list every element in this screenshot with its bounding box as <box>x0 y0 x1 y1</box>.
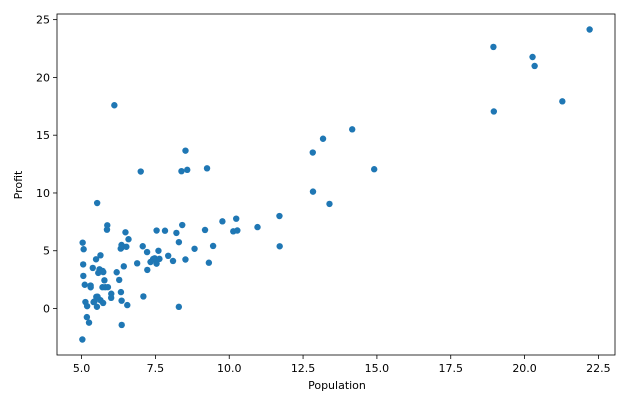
point <box>178 167 185 175</box>
x-tick-label: 10.0 <box>217 362 242 375</box>
point <box>309 149 316 156</box>
point <box>101 277 108 284</box>
point <box>233 215 240 222</box>
point <box>93 199 101 207</box>
y-axis-label: Profit <box>12 170 25 199</box>
point <box>85 319 93 326</box>
point <box>309 188 317 195</box>
point <box>156 255 163 263</box>
point <box>276 243 283 250</box>
point <box>490 108 498 115</box>
point <box>99 299 107 307</box>
point <box>133 260 141 267</box>
point <box>139 243 146 250</box>
x-tick-label: 20.0 <box>512 362 537 375</box>
point <box>203 165 211 172</box>
point <box>234 227 241 234</box>
point <box>111 102 118 109</box>
point <box>209 242 217 250</box>
point <box>276 212 283 220</box>
point <box>201 226 209 234</box>
point <box>155 247 162 254</box>
y-tick-label: 10 <box>36 187 50 200</box>
point <box>175 303 183 311</box>
point <box>175 238 183 246</box>
point <box>104 222 111 229</box>
x-tick-label: 5.0 <box>73 362 91 375</box>
point <box>184 166 191 174</box>
x-tick-label: 22.5 <box>586 362 611 375</box>
point <box>83 302 91 310</box>
point <box>165 252 172 260</box>
x-tick-label: 7.5 <box>147 362 165 375</box>
y-tick-label: 0 <box>43 303 50 316</box>
point <box>205 259 213 266</box>
point <box>116 276 123 284</box>
point <box>107 294 115 302</box>
point <box>161 227 169 234</box>
point <box>531 62 538 70</box>
point <box>173 229 180 237</box>
point <box>349 126 356 133</box>
x-tick-label: 15.0 <box>365 362 390 375</box>
point <box>81 281 88 288</box>
point <box>529 53 536 61</box>
point <box>169 257 177 265</box>
y-tick-label: 25 <box>36 14 50 27</box>
point <box>147 258 154 266</box>
point <box>96 266 103 273</box>
point <box>79 336 86 343</box>
point <box>254 223 261 231</box>
point <box>89 264 96 272</box>
x-axis-label: Population <box>308 379 366 392</box>
point <box>182 147 189 154</box>
x-tick-label: 17.5 <box>438 362 463 375</box>
point <box>219 218 226 225</box>
point <box>559 98 566 105</box>
point <box>118 297 125 304</box>
axes-frame <box>56 13 616 356</box>
point <box>137 168 144 175</box>
point <box>191 245 198 252</box>
point <box>99 284 106 291</box>
point <box>122 229 129 236</box>
point <box>490 43 497 51</box>
point <box>586 26 593 33</box>
point <box>144 266 151 274</box>
point <box>123 243 130 250</box>
point <box>91 298 98 305</box>
point <box>97 252 104 259</box>
y-tick-label: 20 <box>36 71 50 84</box>
point <box>80 246 87 253</box>
point <box>92 256 100 263</box>
point <box>117 288 125 296</box>
y-tick-label: 15 <box>36 129 50 142</box>
y-tick-label: 5 <box>43 245 50 258</box>
point <box>125 236 132 243</box>
point <box>113 269 120 276</box>
point <box>143 248 151 256</box>
point <box>153 227 160 234</box>
point <box>118 321 125 329</box>
point <box>326 200 333 208</box>
x-tick-label: 12.5 <box>291 362 316 375</box>
point <box>118 241 125 249</box>
point <box>370 166 378 173</box>
point <box>93 303 101 310</box>
point <box>179 221 186 229</box>
point <box>120 263 127 270</box>
point <box>79 261 87 268</box>
point <box>83 313 91 321</box>
point <box>124 301 131 309</box>
point <box>153 260 160 267</box>
point <box>79 239 86 246</box>
point <box>80 272 87 280</box>
point <box>182 256 189 263</box>
point <box>140 293 147 300</box>
point <box>87 282 94 289</box>
point <box>319 135 327 142</box>
